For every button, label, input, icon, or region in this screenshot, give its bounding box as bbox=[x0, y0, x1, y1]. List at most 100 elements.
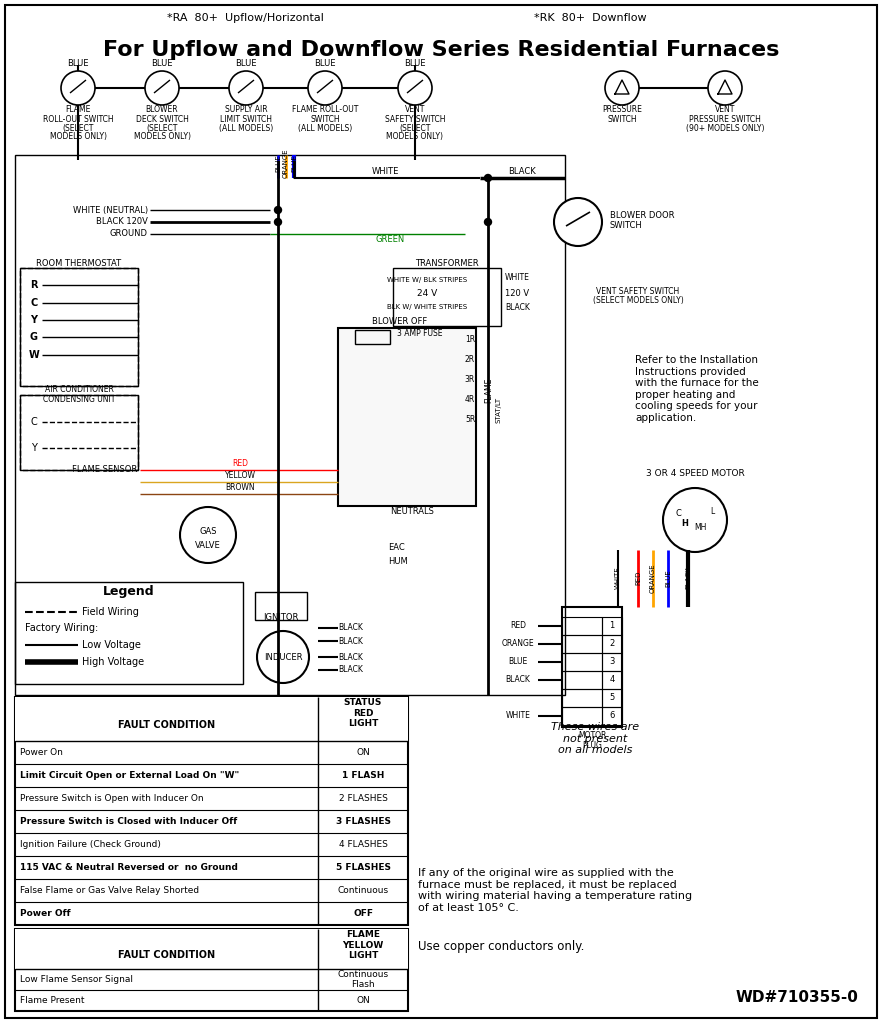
Circle shape bbox=[708, 71, 742, 105]
Text: BLACK: BLACK bbox=[685, 567, 691, 589]
Text: Legend: Legend bbox=[103, 585, 155, 598]
Text: GROUND: GROUND bbox=[110, 229, 148, 238]
Circle shape bbox=[145, 71, 179, 105]
Text: FLAME SENSOR: FLAME SENSOR bbox=[71, 465, 137, 475]
Text: SUPPLY AIR: SUPPLY AIR bbox=[225, 105, 267, 115]
Text: LIMIT SWITCH: LIMIT SWITCH bbox=[220, 115, 272, 124]
Text: Pressure Switch is Open with Inducer On: Pressure Switch is Open with Inducer On bbox=[20, 794, 204, 803]
Bar bbox=[562, 671, 602, 690]
Text: STATUS
RED
LIGHT: STATUS RED LIGHT bbox=[344, 698, 382, 728]
Bar bbox=[255, 592, 307, 620]
Text: FLAME: FLAME bbox=[484, 377, 494, 403]
Text: (SELECT: (SELECT bbox=[63, 124, 93, 133]
Bar bbox=[15, 929, 408, 969]
Bar bbox=[602, 690, 622, 707]
Text: H: H bbox=[682, 520, 689, 529]
Text: BLUE: BLUE bbox=[67, 59, 89, 69]
Text: Y: Y bbox=[31, 315, 38, 325]
Text: C: C bbox=[30, 298, 38, 308]
Text: WHITE: WHITE bbox=[615, 567, 621, 589]
Text: HUM: HUM bbox=[388, 558, 407, 567]
Text: BLACK: BLACK bbox=[505, 303, 530, 311]
Bar bbox=[602, 635, 622, 653]
Circle shape bbox=[308, 71, 342, 105]
Text: 3 FLASHES: 3 FLASHES bbox=[335, 817, 391, 826]
Text: ORANGE: ORANGE bbox=[283, 148, 289, 178]
Text: IGNITOR: IGNITOR bbox=[264, 614, 299, 623]
Text: *RA  80+  Upflow/Horizontal: *RA 80+ Upflow/Horizontal bbox=[167, 13, 324, 23]
Bar bbox=[562, 617, 602, 635]
Circle shape bbox=[180, 507, 236, 563]
Text: YELLOW: YELLOW bbox=[225, 471, 256, 480]
Text: WHITE (NEUTRAL): WHITE (NEUTRAL) bbox=[73, 206, 148, 215]
Text: Power Off: Power Off bbox=[20, 909, 71, 918]
Text: 2R: 2R bbox=[465, 356, 475, 364]
Text: TRANSFORMER: TRANSFORMER bbox=[415, 259, 479, 267]
Text: ORANGE: ORANGE bbox=[650, 564, 656, 592]
Text: If any of the original wire as supplied with the
furnace must be replaced, it mu: If any of the original wire as supplied … bbox=[418, 868, 692, 913]
Text: BLACK: BLACK bbox=[338, 623, 363, 632]
Text: MODELS ONLY): MODELS ONLY) bbox=[386, 133, 444, 141]
Text: BLOWER: BLOWER bbox=[146, 105, 178, 115]
Bar bbox=[338, 328, 476, 506]
Text: VENT SAFETY SWITCH: VENT SAFETY SWITCH bbox=[596, 287, 680, 297]
Bar bbox=[20, 395, 138, 470]
Text: Limit Circuit Open or External Load On "W": Limit Circuit Open or External Load On "… bbox=[20, 771, 239, 780]
Bar bbox=[15, 155, 565, 695]
Text: 24 V: 24 V bbox=[417, 288, 437, 298]
Text: 1: 1 bbox=[609, 622, 615, 630]
Circle shape bbox=[554, 198, 602, 246]
Text: WHITE: WHITE bbox=[371, 167, 399, 176]
Text: ON: ON bbox=[356, 996, 370, 1005]
Text: WHITE: WHITE bbox=[505, 273, 530, 282]
Text: Low Voltage: Low Voltage bbox=[82, 640, 141, 650]
Text: SWITCH: SWITCH bbox=[310, 115, 340, 124]
Bar bbox=[15, 929, 408, 1011]
Circle shape bbox=[274, 207, 281, 214]
Bar bbox=[355, 330, 390, 344]
Text: PRESSURE: PRESSURE bbox=[602, 105, 642, 115]
Text: BLUE: BLUE bbox=[151, 59, 173, 69]
Text: BLUE: BLUE bbox=[404, 59, 426, 69]
Text: Refer to the Installation
Instructions provided
with the furnace for the
proper : Refer to the Installation Instructions p… bbox=[635, 355, 759, 422]
Text: G: G bbox=[30, 332, 38, 342]
Text: High Voltage: High Voltage bbox=[82, 657, 144, 667]
Text: Power On: Power On bbox=[20, 748, 63, 757]
Bar bbox=[20, 268, 138, 386]
Circle shape bbox=[398, 71, 432, 105]
Text: 2 FLASHES: 2 FLASHES bbox=[339, 794, 387, 803]
Text: (SELECT MODELS ONLY): (SELECT MODELS ONLY) bbox=[593, 297, 684, 306]
Text: 5: 5 bbox=[609, 694, 615, 703]
Text: BROWN: BROWN bbox=[225, 483, 255, 491]
Text: EAC: EAC bbox=[388, 543, 405, 552]
Bar bbox=[393, 268, 501, 326]
Bar bbox=[562, 607, 622, 727]
Text: 115 VAC & Neutral Reversed or  no Ground: 115 VAC & Neutral Reversed or no Ground bbox=[20, 863, 238, 872]
Text: WD#710355-0: WD#710355-0 bbox=[735, 990, 858, 1005]
Text: (90+ MODELS ONLY): (90+ MODELS ONLY) bbox=[685, 124, 764, 133]
Bar bbox=[15, 582, 243, 684]
Text: BLACK 120V: BLACK 120V bbox=[96, 218, 148, 226]
Text: FLAME ROLL-OUT: FLAME ROLL-OUT bbox=[292, 105, 358, 115]
Circle shape bbox=[605, 71, 639, 105]
Text: BLOWER DOOR: BLOWER DOOR bbox=[610, 211, 675, 220]
Text: STAT/LT: STAT/LT bbox=[496, 397, 502, 424]
Bar bbox=[602, 653, 622, 671]
Text: For Upflow and Downflow Series Residential Furnaces: For Upflow and Downflow Series Residenti… bbox=[103, 40, 779, 60]
Text: PLUG: PLUG bbox=[582, 741, 602, 750]
Circle shape bbox=[484, 219, 491, 225]
Text: R: R bbox=[30, 280, 38, 290]
Text: SWITCH: SWITCH bbox=[607, 115, 637, 124]
Text: BLACK: BLACK bbox=[338, 666, 363, 674]
Text: ROOM THERMOSTAT: ROOM THERMOSTAT bbox=[36, 259, 122, 267]
Bar bbox=[602, 671, 622, 690]
Circle shape bbox=[229, 71, 263, 105]
Bar bbox=[562, 690, 602, 707]
Text: (SELECT: (SELECT bbox=[146, 124, 177, 133]
Text: 6: 6 bbox=[609, 712, 615, 720]
Text: 3: 3 bbox=[609, 658, 615, 667]
Text: VALVE: VALVE bbox=[195, 540, 220, 549]
Text: WHITE W/ BLK STRIPES: WHITE W/ BLK STRIPES bbox=[387, 277, 467, 283]
Text: INDUCER: INDUCER bbox=[264, 653, 303, 662]
Text: BLUE: BLUE bbox=[314, 59, 336, 69]
